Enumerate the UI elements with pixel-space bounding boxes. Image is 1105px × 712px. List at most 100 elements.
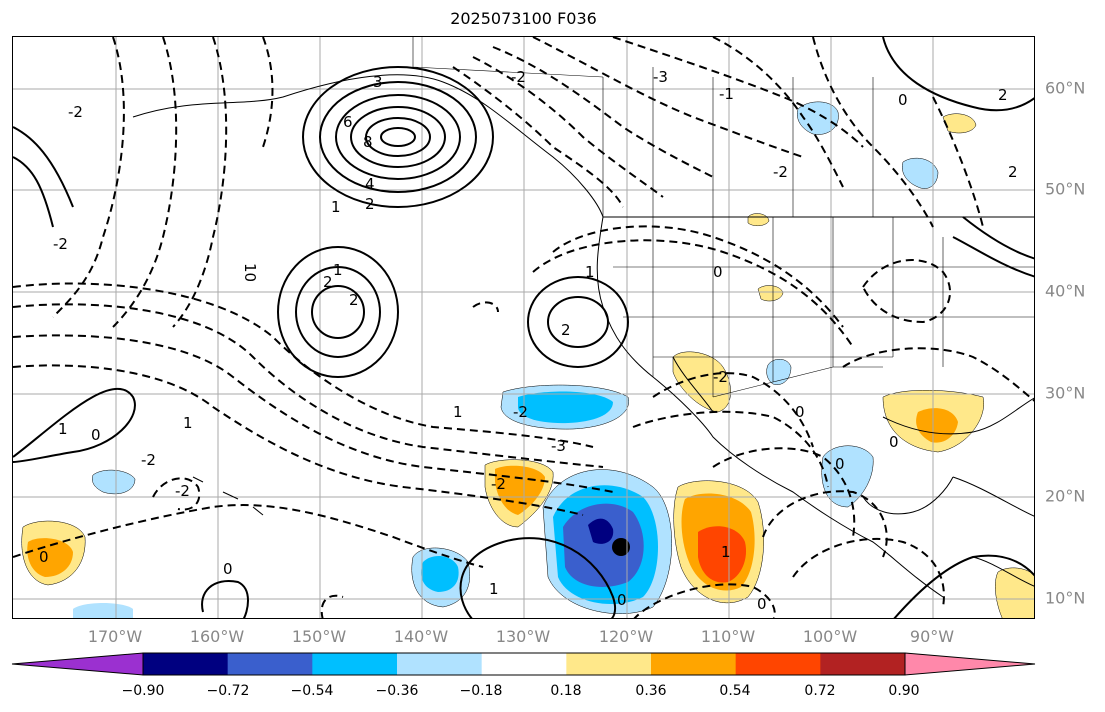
- colorbar-tick: 0.90: [888, 683, 920, 699]
- state-borders: [412, 37, 1034, 398]
- lon-label-170w: 170°W: [87, 627, 143, 646]
- contour-label: -2: [175, 482, 190, 500]
- lat-label-10n: 10°N: [1045, 588, 1086, 608]
- contour-label: 1: [183, 414, 193, 432]
- contour-labels: 3 6 8 4 2 1 1 2 2 10 -2 -2 1 0 1 -2 -2 0…: [39, 68, 1018, 613]
- colorbar-tick: −0.72: [206, 683, 250, 699]
- lat-label-30n: 30°N: [1045, 383, 1086, 403]
- contour-label: 2: [1008, 163, 1018, 181]
- blue-anomaly-30n-inner: [518, 391, 613, 424]
- orange-anomaly-east-strong: [698, 526, 747, 583]
- contour-label: 2: [998, 86, 1008, 104]
- colorbar-segment: [735, 653, 821, 675]
- colorbar-tick: −0.54: [290, 683, 334, 699]
- lat-label-40n: 40°N: [1045, 281, 1086, 301]
- colorbar-segment: [397, 653, 483, 675]
- contour-label: 8: [363, 133, 373, 151]
- contour-label: 0: [835, 455, 845, 473]
- blue-anomaly-far-west: [73, 603, 133, 618]
- yellow-anomaly-rockies: [747, 213, 770, 226]
- contours-solid: [13, 37, 1034, 618]
- contour-label: -3: [551, 437, 566, 455]
- colorbar-segment: [227, 653, 313, 675]
- contour-label: 0: [39, 548, 49, 566]
- map-canvas: 3 6 8 4 2 1 1 2 2 10 -2 -2 1 0 1 -2 -2 0…: [13, 37, 1034, 618]
- contour-label: -2: [68, 103, 83, 121]
- map-title: 2025073100 F036: [450, 9, 597, 28]
- colorbar-tick: −0.36: [375, 683, 419, 699]
- yellow-anomaly-baja: [672, 351, 731, 413]
- contour-label: 2: [561, 321, 571, 339]
- lat-label-50n: 50°N: [1045, 179, 1086, 199]
- contour-label: -2: [713, 368, 728, 386]
- graticule: [13, 37, 1034, 618]
- colorbar-extend-high: [905, 653, 1035, 675]
- contours-dashed: [13, 37, 1034, 618]
- contour-label: 6: [343, 113, 353, 131]
- contour-label: -2: [141, 451, 156, 469]
- lat-label-60n: 60°N: [1045, 78, 1086, 98]
- contour-label: 10: [241, 263, 259, 282]
- contour-label: 2: [349, 291, 359, 309]
- contour-label: 0: [795, 403, 805, 421]
- colorbar-segments: [12, 653, 1035, 675]
- colorbar-extend-low: [12, 653, 143, 675]
- colorbar-segment: [566, 653, 652, 675]
- yellow-anomaly-lakes: [942, 113, 977, 134]
- contour-label: 1: [58, 420, 68, 438]
- blue-anomaly-central-peak: [588, 518, 614, 544]
- contour-label: 0: [617, 591, 627, 609]
- lat-label-20n: 20°N: [1045, 486, 1086, 506]
- contour-label: 2: [323, 273, 333, 291]
- lon-label-120w: 120°W: [598, 627, 654, 646]
- contour-label: 1: [331, 198, 341, 216]
- contour-label: -2: [513, 403, 528, 421]
- contour-label: 0: [91, 426, 101, 444]
- blue-anomaly-ontario: [902, 157, 939, 189]
- lon-label-90w: 90°W: [909, 627, 955, 646]
- shaded-anomalies: [21, 101, 1034, 618]
- colorbar-tick: 0.36: [635, 683, 667, 699]
- contour-label: -1: [719, 85, 734, 103]
- storm-center-marker: [612, 538, 630, 556]
- contour-label: -2: [491, 475, 506, 493]
- contour-label: 1: [489, 580, 499, 598]
- contour-label: 1: [721, 543, 731, 561]
- lon-label-100w: 100°W: [802, 627, 858, 646]
- contour-label: 1: [585, 263, 595, 281]
- colorbar-segment: [143, 653, 229, 675]
- contour-label: 1: [333, 261, 343, 279]
- colorbar-tick: −0.18: [459, 683, 503, 699]
- contour-label: -2: [511, 68, 526, 86]
- map-panel[interactable]: 3 6 8 4 2 1 1 2 2 10 -2 -2 1 0 1 -2 -2 0…: [12, 36, 1035, 619]
- colorbar-segment: [651, 653, 737, 675]
- lon-label-140w: 140°W: [393, 627, 449, 646]
- yellow-anomaly-plains: [757, 285, 784, 302]
- contour-label: 0: [889, 433, 899, 451]
- colorbar-tick: 0.72: [804, 683, 836, 699]
- colorbar-segment: [312, 653, 398, 675]
- contour-label: 1: [453, 403, 463, 421]
- contour-label: 0: [757, 595, 767, 613]
- contour-label: 3: [373, 73, 383, 91]
- colorbar-tick: 0.18: [550, 683, 582, 699]
- lon-label-130w: 130°W: [495, 627, 551, 646]
- contour-label: 0: [223, 560, 233, 578]
- colorbar-tick: 0.54: [719, 683, 751, 699]
- colorbar-segment: [820, 653, 906, 675]
- yellow-anomaly-caribbean: [995, 567, 1034, 618]
- contour-label: 0: [898, 91, 908, 109]
- contour-label: -2: [53, 235, 68, 253]
- blue-anomaly-hawaii: [92, 469, 136, 495]
- contour-label: 2: [365, 195, 375, 213]
- blue-anomaly-canada: [797, 101, 839, 135]
- blue-anomaly-west-inner: [421, 555, 459, 592]
- colorbar-tick: −0.90: [121, 683, 165, 699]
- lon-label-160w: 160°W: [189, 627, 245, 646]
- colorbar: [11, 652, 1036, 676]
- lon-label-110w: 110°W: [700, 627, 756, 646]
- orange-anomaly-west-inner: [495, 465, 545, 515]
- contour-label: -3: [653, 68, 668, 86]
- blue-anomaly-central-strong: [563, 503, 644, 587]
- colorbar-segment: [481, 653, 567, 675]
